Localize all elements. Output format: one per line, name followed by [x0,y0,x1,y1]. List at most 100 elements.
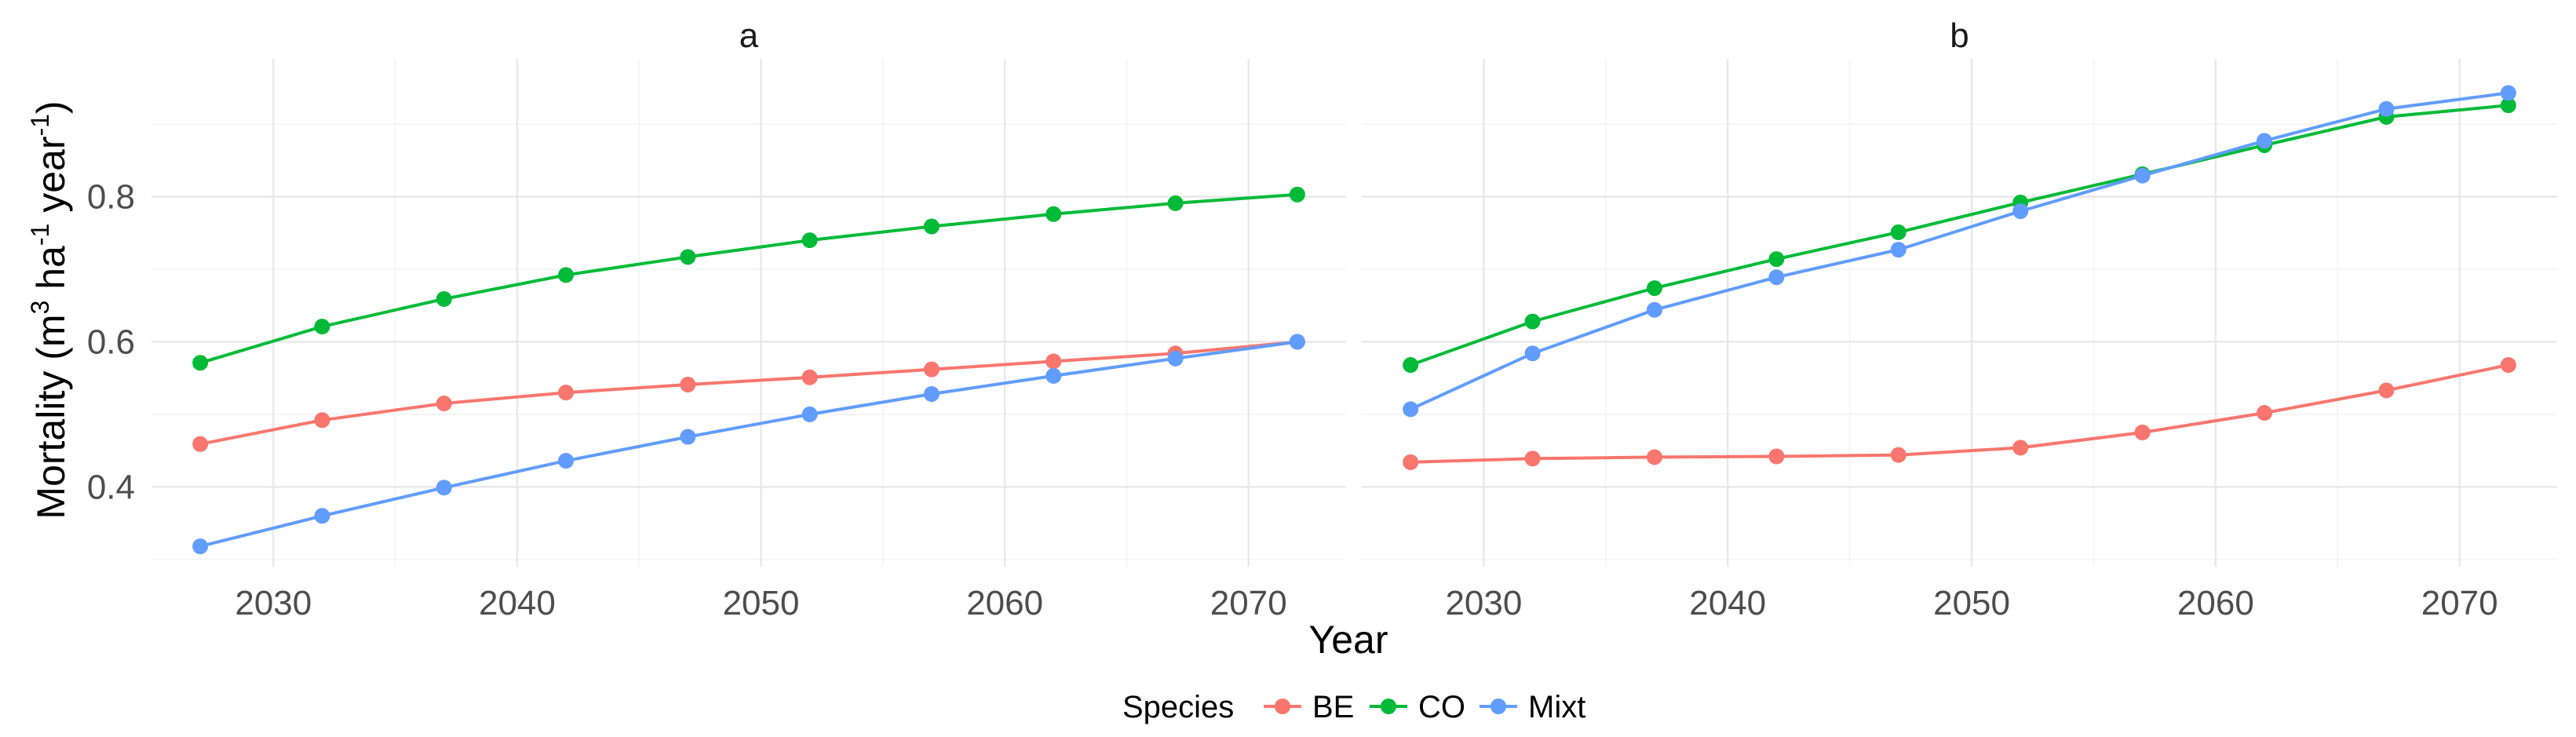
panel-b-be-point [2134,425,2151,441]
panel-b-co-point [1403,357,1419,374]
panel-b-x-tick-label: 2030 [1445,584,1522,622]
legend-title: Species [1122,690,1234,724]
panel-b-mixt-point [2500,85,2516,101]
y-axis-title-ha: ha [29,246,73,301]
panel-b-be-point [1524,451,1541,467]
y-axis-title: Mortality (m3 ha-1 year-1) [26,100,73,519]
panel-b-mixt-point [2257,133,2273,149]
panel-a-y-tick-label: 0.4 [87,468,135,506]
panel-a-co-point [680,249,696,265]
panel-a-co-point [558,267,575,283]
panel-b-be-line [1410,363,2509,464]
panel-b-be-point [2500,357,2516,374]
legend: Species BE CO Mixt [1122,690,1585,724]
panel-a-mixt-point [314,508,330,524]
panel-b-mixt-point [1403,401,1419,418]
panel-b-be-point [2257,405,2273,421]
panel-b-be-point [2012,440,2029,456]
panel-b-title: b [1950,16,1968,55]
panel-a-mixt-point [680,429,696,445]
y-axis-title-prefix: Mortality (m [29,314,73,519]
panel-a-gridlines [151,59,1346,567]
panel-b-x-ticks: 2030 2040 2050 2060 2070 [1445,584,2498,622]
x-axis-title: Year [1308,618,1388,662]
y-axis-title-suffix: ) [29,100,73,114]
panel-a-y-tick-label: 0.6 [87,323,135,361]
y-axis-title-sup-minus1-a: -1 [26,224,54,246]
legend-key-point-co [1381,699,1396,714]
panel-a-x-ticks: 2030 2040 2050 2060 2070 [235,584,1286,622]
panel-a-be-point [801,369,818,385]
panel-a-co-point [436,290,452,307]
panel-b-mixt-point [2012,203,2029,220]
legend-label-mixt: Mixt [1528,690,1585,724]
panel-a-title: a [739,16,759,55]
panel-a-mixt-line [199,340,1298,549]
panel-a-co-point [192,355,209,371]
panel-a-co-point [801,232,818,249]
panel-b-series [1403,85,2516,470]
panel-b-co-point [1524,313,1541,330]
panel-b-be-point [1768,448,1785,465]
panel-b-mixt-point [2134,167,2151,184]
panel-a-co-point [1167,195,1184,211]
panel-a-x-tick-label: 2040 [479,584,556,622]
panel-a-series [192,186,1305,555]
panel-a-co-point [1045,206,1062,222]
panel-b-co-line [1410,104,2508,367]
y-axis-title-sup-minus1-b: -1 [26,114,54,136]
legend-entries: BE CO Mixt [1264,690,1585,724]
panel-b-co-point [1890,224,1906,240]
panel-b-be-point [1646,449,1662,465]
panel-b-x-tick-label: 2060 [2177,584,2254,622]
legend-label-be: BE [1312,690,1354,724]
panel-b-mixt-point [1768,269,1785,286]
y-axis-title-sup-3: 3 [26,301,54,315]
panel-b-gridlines [1362,59,2557,567]
panel-b-x-tick-label: 2050 [1933,584,2010,622]
panel-a-mixt-point [1045,367,1062,384]
panel-a-co-line [199,192,1298,365]
panel-a-y-tick-label: 0.8 [87,178,135,217]
panel-a-x-tick-label: 2070 [1210,584,1287,622]
panel-a-mixt-point [1167,350,1184,367]
legend-label-co: CO [1418,690,1465,724]
legend-key-point-be [1275,699,1290,714]
panel-b-mixt-point [1890,242,1906,258]
legend-key-point-mixt [1491,699,1506,714]
panel-a-x-tick-label: 2030 [235,584,312,622]
panel-a-be-point [314,412,330,429]
panel-a-be-line [199,340,1298,446]
panel-b-co-point [1646,280,1662,297]
panel-b: b 2030 2040 2050 2060 2070 [1362,16,2557,622]
panel-a-mixt-point [192,538,209,555]
panel-a-x-tick-label: 2060 [966,584,1043,622]
y-axis-title-year: year [29,137,73,224]
panel-b-x-tick-label: 2040 [1689,584,1766,622]
panel-b-be-point [1890,447,1906,463]
panel-a-mixt-point [436,480,452,496]
panel-b-mixt-point [1524,345,1541,362]
panel-a-mixt-point [801,406,818,422]
panel-a-y-ticks: 0.4 0.6 0.8 [87,178,135,507]
panel-a-mixt-point [1289,334,1305,350]
panel-b-be-point [1403,454,1419,470]
panel-a-co-point [923,218,940,235]
panel-a-be-point [558,385,575,401]
panel-b-mixt-point [1646,301,1662,318]
panel-a-be-point [436,396,452,412]
panel-b-mixt-point [2378,100,2395,117]
panel-a-co-point [314,319,330,335]
panel-b-co-point [2500,97,2516,114]
panel-a-be-point [192,436,209,452]
panel-a-co-point [1289,186,1305,202]
panel-b-co-point [1768,251,1785,268]
panel-a-x-tick-label: 2050 [723,584,800,622]
panel-a-be-point [923,361,940,378]
panel-a-be-point [1045,353,1062,370]
panel-b-be-point [2378,382,2395,399]
panel-a: a 2030 2040 2050 2060 2070 0.4 0.6 0.8 [87,16,1346,622]
panel-b-mixt-line [1410,91,2509,411]
panel-a-be-point [680,377,696,393]
